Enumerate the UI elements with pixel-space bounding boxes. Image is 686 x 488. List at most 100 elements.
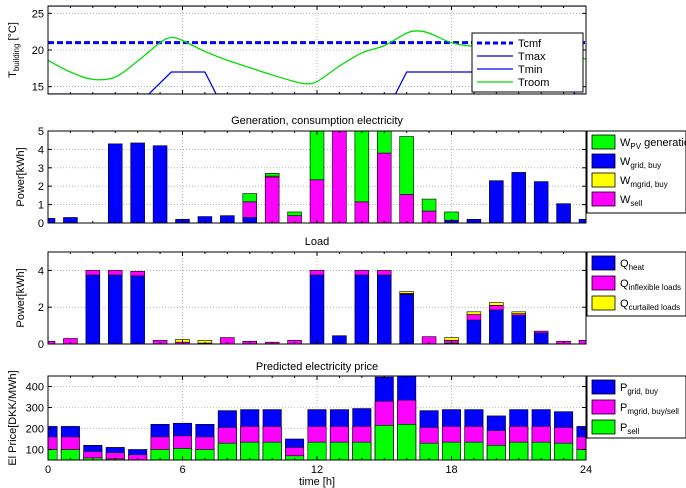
legend-swatch-pgrid (591, 379, 616, 395)
price-bar (352, 441, 372, 461)
gen-ylabel: Power[kWh] (15, 147, 27, 206)
legend-text-psell-main: P (620, 422, 627, 434)
price-bar (47, 449, 58, 461)
gen-bar (354, 130, 370, 203)
gen-ytick-label: 0 (38, 218, 44, 230)
load-bar (377, 270, 392, 276)
price-bar (464, 441, 484, 461)
load-bar (354, 270, 370, 276)
legend-text-qcurt-sub: curtailed loads (629, 303, 681, 312)
legend-text-qcurt-main: Q (620, 298, 629, 310)
load-bar (489, 309, 504, 345)
price-ytick-label: 200 (26, 424, 44, 436)
load-bar (108, 274, 123, 345)
legend-swatch-qinflex (591, 275, 616, 291)
gen-legend: WPV generation Wgrid, buy Wmgrid, buy Ws… (586, 130, 686, 214)
price-xlabel: time [h] (299, 476, 335, 488)
load-bar (130, 271, 145, 277)
gen-yticks: 0 1 2 3 4 5 (38, 126, 586, 230)
price-xtick-label: 18 (445, 464, 457, 476)
gen-bar (130, 142, 145, 224)
gen-bars (47, 130, 587, 224)
gen-bar (309, 179, 325, 224)
gen-bar (332, 130, 347, 224)
gen-bar (578, 219, 587, 224)
load-legend: Qheat Qinflexible loads Qcurtailed loads (586, 251, 686, 317)
legend-text-pmgrid-sub: mgrid, buy/sell (627, 407, 679, 416)
gen-bar (242, 201, 257, 218)
legend-text-wmgrid: Wmgrid, buy (620, 175, 668, 189)
legend-text-wgrid: Wgrid, buy (620, 156, 661, 170)
price-bar (554, 442, 574, 461)
legend-text-qheat: Qheat (620, 258, 645, 272)
gen-bar (264, 173, 280, 177)
gen-bar (242, 193, 257, 203)
price-ytick-label: 100 (26, 445, 44, 457)
load-bar (108, 270, 123, 276)
legend-text-pmgrid-main: P (620, 402, 627, 414)
legend-text-pgrid-sub: grid, buy (627, 387, 658, 396)
legend-text-wsell: Wsell (620, 194, 643, 208)
gen-ytick-label: 2 (38, 181, 44, 193)
load-bar (444, 337, 459, 341)
load-ylabel: Power[kWh] (15, 268, 27, 327)
load-bar (578, 340, 587, 345)
legend-text-troom: Troom (518, 77, 549, 89)
gen-xticks (47, 131, 587, 223)
price-xtick-label: 12 (311, 464, 323, 476)
gen-ytick-label: 4 (38, 144, 44, 156)
legend-text-qheat-main: Q (620, 258, 629, 270)
temp-panel: 15 20 25 Tbuilding [°C] Tcmf Tmax Tmin Tro… (7, 5, 587, 95)
legend-swatch-psell (591, 419, 616, 435)
load-ytick-label: 0 (38, 339, 44, 351)
temp-ytick-label: 25 (32, 8, 44, 20)
gen-bar (152, 145, 168, 224)
gen-bar (489, 180, 504, 224)
legend-text-wgrid-sub: grid, buy (630, 161, 661, 170)
gen-bar (421, 198, 437, 212)
legend-text-wsell-main: W (620, 194, 631, 206)
legend-text-psell: Psell (620, 422, 640, 436)
legend-text-qcurt: Qcurtailed loads (620, 298, 680, 312)
gen-title: Generation, consumption electricity (231, 115, 403, 127)
legend-text-pgrid: Pgrid, buy (620, 382, 658, 396)
load-bar (466, 314, 482, 321)
load-bar (130, 275, 145, 345)
legend-text-wmgrid-sub: mgrid, buy (630, 180, 667, 189)
legend-text-tmin: Tmin (518, 64, 542, 76)
price-bar (374, 425, 394, 461)
legend-swatch-wmgrid (591, 172, 616, 188)
load-bar (511, 315, 526, 345)
load-title: Load (305, 236, 329, 248)
load-bar (511, 311, 526, 314)
temp-xticks (47, 6, 587, 94)
price-legend: Pgrid, buy Pmgrid, buy/sell Psell (586, 375, 686, 439)
temp-ylabel-main: T (7, 71, 19, 78)
price-ytick-label: 300 (26, 403, 44, 415)
legend-text-wgrid-main: W (620, 156, 631, 168)
temp-ylabel: Tbuilding [°C] (7, 22, 21, 78)
load-bar (533, 330, 549, 334)
price-panel: Predicted electricity price 100 200 300 400… (7, 361, 686, 488)
temp-ytick-label: 15 (32, 82, 44, 94)
gen-bar (309, 130, 325, 181)
gen-panel: Generation, consumption electricity 0 1 2 3… (15, 115, 686, 230)
load-panel: Load 0 2 4 Power[kWh] Qheat Qinflexible lo… (15, 236, 686, 351)
load-bar (466, 319, 482, 345)
load-bar (399, 291, 414, 294)
legend-text-pmgrid: Pmgrid, buy/sell (620, 402, 679, 416)
gen-bar (287, 211, 302, 216)
price-title: Predicted electricity price (256, 361, 378, 373)
legend-text-qinflex-sub: inflexible loads (629, 283, 681, 292)
price-bar (262, 441, 282, 461)
legend-text-pgrid-main: P (620, 382, 627, 394)
legend-text-wsell-sub: sell (630, 199, 642, 208)
legend-text-wpv-tail: generation (641, 137, 686, 149)
load-bar (309, 274, 325, 345)
load-ytick-label: 4 (38, 265, 44, 277)
gen-bar (47, 218, 56, 224)
gen-bar (354, 201, 370, 224)
legend-text-tcmf: Tcmf (518, 38, 542, 50)
load-bar (489, 302, 504, 306)
gen-bar (444, 211, 459, 221)
